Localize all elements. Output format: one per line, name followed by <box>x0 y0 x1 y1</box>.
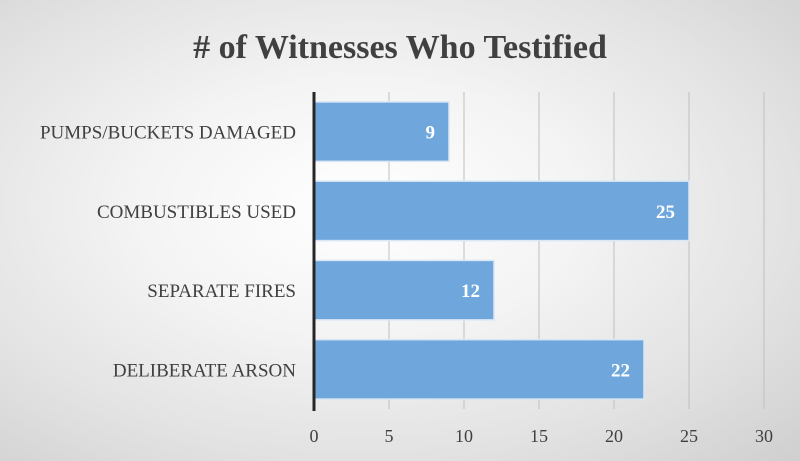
x-tick-label: 20 <box>605 426 623 446</box>
bar <box>313 338 645 400</box>
data-label: 9 <box>426 123 436 144</box>
category-label: PUMPS/BUCKETS DAMAGED <box>40 123 296 144</box>
bar <box>313 101 450 163</box>
x-tick-label: 30 <box>755 426 773 446</box>
x-tick-label: 10 <box>455 426 473 446</box>
bar <box>313 180 690 242</box>
axes: 0 5 10 15 20 25 30 PUMPS/BUCKETS DAMAGED COMBUST… <box>40 92 773 446</box>
bars: 9 25 12 22 <box>313 101 690 400</box>
category-label: SEPARATE FIRES <box>147 281 296 302</box>
chart-title: # of Witnesses Who Testified <box>193 29 607 66</box>
category-label: DELIBERATE ARSON <box>113 360 296 381</box>
data-label: 25 <box>656 202 675 223</box>
data-label: 12 <box>461 281 480 302</box>
x-tick-label: 25 <box>680 426 698 446</box>
category-label: COMBUSTIBLES USED <box>97 202 296 223</box>
data-label: 22 <box>611 360 630 381</box>
x-tick-label: 15 <box>530 426 548 446</box>
x-tick-label: 5 <box>385 426 394 446</box>
x-tick-label: 0 <box>310 426 319 446</box>
